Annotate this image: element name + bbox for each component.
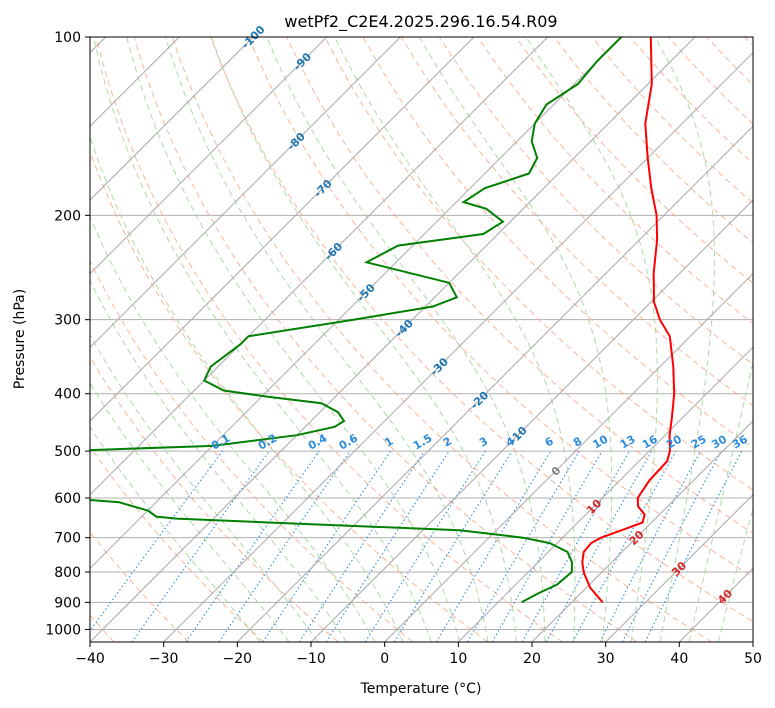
y-tick-label: 400 bbox=[54, 387, 81, 403]
x-tick-label: 0 bbox=[380, 651, 389, 667]
dry-adiabat-line bbox=[286, 37, 753, 534]
moist-adiabats bbox=[90, 37, 753, 642]
dry-adiabat-line bbox=[90, 259, 414, 642]
y-axis: 1000 900 800 700 600 500 400 300 200 100 bbox=[45, 30, 90, 638]
mixing-ratio-line bbox=[185, 450, 320, 642]
y-tick-label: 600 bbox=[54, 491, 81, 507]
mixing-ratio-line bbox=[262, 450, 392, 642]
isotherm-line bbox=[384, 272, 753, 642]
dry-adiabat-line bbox=[90, 445, 264, 642]
isotherm-line bbox=[236, 125, 753, 642]
mixing-ratio-line bbox=[218, 450, 351, 642]
dry-adiabat-line bbox=[324, 37, 753, 491]
moist-adiabat-line bbox=[93, 37, 432, 642]
mixing-ratio-line bbox=[572, 450, 677, 642]
chart-title: wetPf2_C2E4.2025.296.16.54.R09 bbox=[284, 12, 557, 32]
isotherm-line bbox=[90, 37, 401, 349]
isotherm-line bbox=[163, 51, 753, 642]
dry-adiabat-line bbox=[171, 37, 712, 642]
isotherm-line bbox=[90, 37, 475, 422]
moist-adiabat-line bbox=[90, 334, 319, 642]
x-tick-label: 10 bbox=[449, 651, 467, 667]
mixing-ratio-line bbox=[131, 450, 270, 642]
isotherm-line bbox=[90, 37, 328, 275]
y-tick-label: 900 bbox=[54, 595, 81, 611]
isotherm-line bbox=[531, 420, 753, 642]
isotherm-line bbox=[310, 199, 753, 642]
mixing-ratio-line bbox=[393, 450, 513, 642]
mixing-ratio-line bbox=[325, 450, 450, 642]
moist-adiabat-line bbox=[266, 37, 546, 642]
isotherm-lines bbox=[90, 37, 753, 642]
moist-adiabat-line bbox=[90, 215, 376, 642]
y-tick-label: 1000 bbox=[45, 622, 81, 638]
mixing-ratio-line bbox=[298, 450, 425, 642]
dry-adiabat-line bbox=[90, 356, 339, 642]
isotherm-line bbox=[90, 37, 622, 570]
dewpoint-profile-line bbox=[90, 37, 623, 604]
mixing-ratio-lines bbox=[90, 450, 743, 642]
moist-adiabat-line bbox=[90, 426, 261, 642]
x-tick-label: 20 bbox=[523, 651, 541, 667]
x-tick-label: −40 bbox=[75, 651, 105, 667]
isotherm-line bbox=[90, 37, 254, 201]
pressure-grid bbox=[90, 37, 753, 630]
moist-adiabat-line bbox=[654, 37, 716, 642]
dry-adiabat-line bbox=[515, 37, 753, 284]
moist-adiabat-line bbox=[211, 37, 517, 642]
profile-series bbox=[90, 37, 676, 604]
dry-adiabat-line bbox=[133, 37, 638, 642]
moist-adiabat-line bbox=[90, 135, 404, 642]
y-axis-title: Pressure (hPa) bbox=[12, 289, 28, 389]
moist-adiabat-line bbox=[688, 359, 753, 642]
temperature-profile-line bbox=[581, 37, 676, 603]
dry-adiabat-line bbox=[248, 37, 753, 578]
moist-adiabat-line bbox=[418, 37, 613, 642]
dry-adiabat-line bbox=[95, 37, 563, 642]
moist-adiabat-line bbox=[90, 382, 290, 642]
y-tick-label: 300 bbox=[54, 313, 81, 329]
x-tick-label: −20 bbox=[223, 651, 253, 667]
x-tick-label: −10 bbox=[296, 651, 326, 667]
moist-adiabat-line bbox=[126, 37, 461, 642]
dry-adiabat-line bbox=[210, 37, 753, 623]
x-axis-title: Temperature (°C) bbox=[360, 681, 482, 697]
dry-adiabats bbox=[90, 37, 753, 642]
y-tick-label: 500 bbox=[54, 444, 81, 460]
x-tick-label: −30 bbox=[149, 651, 179, 667]
isotherm-line bbox=[90, 37, 696, 642]
moist-adiabat-line bbox=[717, 507, 753, 642]
mixing-ratio-line bbox=[644, 450, 743, 642]
isotherm-line bbox=[457, 346, 753, 642]
y-tick-label: 200 bbox=[54, 208, 81, 224]
plot-background bbox=[90, 37, 753, 642]
mixing-ratio-line bbox=[90, 450, 223, 632]
plot-frame bbox=[89, 36, 754, 643]
x-tick-label: 30 bbox=[597, 651, 615, 667]
mixing-ratio-line bbox=[545, 450, 653, 642]
x-axis: −40 −30 −20 −10 0 10 20 30 40 50 bbox=[75, 642, 762, 667]
y-tick-label: 100 bbox=[54, 30, 81, 46]
y-tick-label: 800 bbox=[54, 565, 81, 581]
moist-adiabat-line bbox=[334, 37, 576, 642]
y-tick-label: 700 bbox=[54, 531, 81, 547]
isotherm-line bbox=[752, 641, 753, 642]
moist-adiabat-line bbox=[525, 37, 658, 642]
x-tick-label: 50 bbox=[744, 651, 762, 667]
isotherm-line bbox=[605, 493, 753, 642]
x-tick-label: 40 bbox=[670, 651, 688, 667]
mixing-ratio-line bbox=[521, 450, 630, 642]
